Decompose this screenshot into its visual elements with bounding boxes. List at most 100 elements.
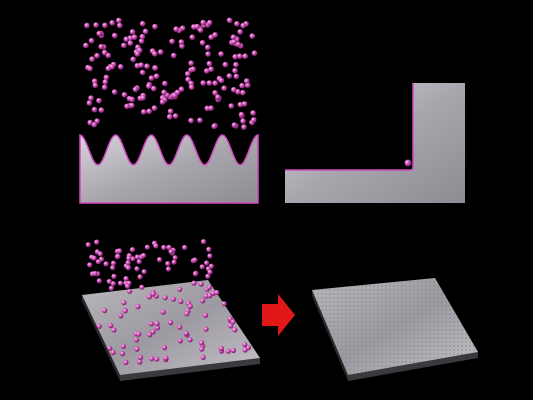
- ion: [135, 304, 141, 310]
- ion: [138, 38, 145, 44]
- ion: [212, 90, 218, 96]
- ion: [206, 284, 212, 290]
- ion: [205, 51, 211, 57]
- ion: [94, 52, 100, 59]
- ion: [233, 61, 239, 68]
- ion: [206, 246, 212, 252]
- ion: [199, 40, 206, 46]
- ion: [117, 280, 124, 286]
- ion: [192, 257, 198, 263]
- ion: [102, 79, 109, 85]
- ion: [237, 53, 243, 59]
- ion: [190, 66, 196, 72]
- ion: [138, 354, 144, 360]
- ion: [208, 105, 214, 111]
- ion: [103, 261, 109, 267]
- ion: [203, 312, 209, 318]
- ion: [155, 325, 161, 331]
- ion: [98, 43, 104, 50]
- ion: [96, 30, 102, 37]
- ion: [133, 337, 140, 343]
- ion: [109, 20, 115, 26]
- ion: [146, 108, 152, 115]
- ion: [207, 253, 213, 259]
- ion: [148, 321, 154, 327]
- ion: [206, 19, 213, 26]
- ion: [232, 67, 238, 74]
- ion: [102, 307, 108, 314]
- ion: [157, 257, 163, 263]
- ion: [91, 78, 98, 84]
- ion: [108, 285, 114, 291]
- ion: [154, 321, 160, 327]
- ion: [212, 32, 218, 38]
- plate: [82, 280, 260, 375]
- ion: [200, 298, 206, 304]
- ion: [134, 266, 140, 272]
- ion: [171, 259, 177, 265]
- ion: [231, 39, 237, 45]
- ion: [97, 251, 103, 257]
- ion: [206, 60, 213, 67]
- ion: [107, 345, 113, 351]
- ion: [118, 313, 124, 319]
- ion: [173, 26, 179, 32]
- ion: [134, 254, 140, 260]
- ion: [250, 110, 256, 116]
- arrow: [262, 294, 295, 336]
- ion: [132, 86, 139, 93]
- ion: [177, 338, 183, 344]
- ion: [231, 122, 238, 128]
- ion: [179, 25, 186, 32]
- ion: [228, 323, 234, 329]
- plate-side: [120, 358, 260, 381]
- ion: [152, 65, 159, 71]
- ion: [121, 300, 127, 306]
- ion: [251, 117, 257, 123]
- ion: [187, 337, 193, 343]
- ion: [198, 281, 204, 287]
- ion: [116, 17, 122, 24]
- ion: [163, 355, 169, 361]
- ion: [228, 103, 235, 109]
- ion: [108, 323, 114, 329]
- plate-side: [82, 295, 120, 381]
- ion: [84, 22, 90, 29]
- ion: [226, 73, 233, 79]
- ion: [240, 22, 246, 29]
- ion: [242, 53, 248, 59]
- ion: [161, 244, 167, 251]
- ion: [150, 329, 156, 335]
- ion: [206, 80, 213, 86]
- ion: [148, 75, 155, 81]
- ion: [226, 17, 233, 24]
- ion: [83, 42, 89, 49]
- l-surface: [285, 83, 465, 203]
- ion: [185, 76, 191, 83]
- ion: [404, 159, 412, 167]
- ion: [139, 284, 145, 290]
- ion: [201, 239, 207, 245]
- ion: [139, 69, 146, 76]
- ion: [168, 320, 174, 326]
- ion: [91, 106, 98, 113]
- ion: [161, 345, 168, 351]
- ion: [117, 64, 124, 70]
- ion: [87, 262, 93, 268]
- ion: [151, 85, 157, 92]
- ion: [194, 23, 200, 30]
- ion: [241, 101, 248, 107]
- wavy-surface: [79, 133, 259, 204]
- ion: [124, 283, 131, 289]
- ion: [141, 109, 147, 115]
- ion: [125, 265, 131, 271]
- ion: [146, 83, 152, 89]
- ion: [106, 278, 112, 285]
- ion: [116, 248, 123, 254]
- ion: [111, 89, 118, 95]
- ion: [121, 42, 127, 49]
- ion: [200, 80, 206, 86]
- ion: [170, 296, 176, 302]
- ion: [200, 19, 206, 26]
